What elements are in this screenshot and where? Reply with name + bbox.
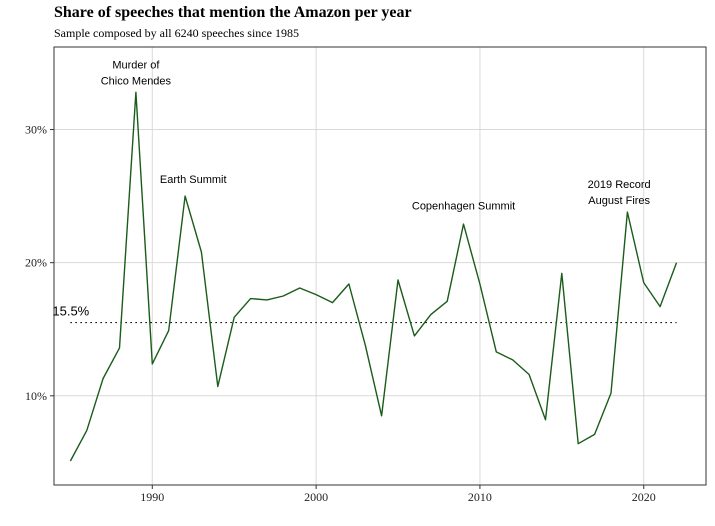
data-point — [380, 415, 382, 417]
data-point — [200, 251, 202, 253]
y-axis: 10% 20% 30% — [25, 123, 54, 403]
data-point — [184, 195, 186, 197]
x-tick-label: 2000 — [304, 490, 328, 504]
data-point — [413, 335, 415, 337]
data-point — [577, 443, 579, 445]
data-point — [544, 419, 546, 421]
y-tick-label: 30% — [25, 123, 47, 137]
data-point — [299, 287, 301, 289]
y-tick-label: 20% — [25, 256, 47, 270]
data-point — [397, 279, 399, 281]
data-point — [249, 297, 251, 299]
average-label: 15.5% — [52, 304, 89, 319]
data-point — [675, 261, 677, 263]
data-point — [315, 293, 317, 295]
data-point — [593, 433, 595, 435]
data-point — [495, 351, 497, 353]
data-point — [135, 91, 137, 93]
x-tick-label: 2010 — [468, 490, 492, 504]
data-point — [479, 283, 481, 285]
series-line — [69, 91, 678, 462]
plot-panel — [53, 46, 707, 486]
data-points — [69, 91, 678, 462]
chart-title: Share of speeches that mention the Amazo… — [54, 4, 412, 21]
data-point — [659, 305, 661, 307]
data-point — [462, 223, 464, 225]
annotation-label: 2019 Record August Fires — [588, 179, 651, 207]
data-point — [167, 329, 169, 331]
data-point — [69, 460, 71, 462]
y-tick-label: 10% — [25, 389, 47, 403]
annotation-label: Earth Summit — [160, 174, 227, 186]
annotations: Murder of Chico Mendes Earth Summit Copenha… — [101, 59, 651, 212]
annotation-label: Copenhagen Summit — [412, 200, 515, 212]
data-point — [151, 363, 153, 365]
data-point — [233, 316, 235, 318]
x-tick-label: 1990 — [140, 490, 164, 504]
data-point — [266, 299, 268, 301]
x-axis: 1990 2000 2010 2020 — [140, 485, 656, 504]
grid-lines — [54, 47, 706, 485]
annotation-label: Murder of Chico Mendes — [101, 59, 172, 87]
data-point — [282, 295, 284, 297]
data-point — [102, 377, 104, 379]
data-point — [610, 392, 612, 394]
data-point — [364, 344, 366, 346]
data-point — [430, 313, 432, 315]
data-point — [217, 385, 219, 387]
data-point — [561, 272, 563, 274]
data-point — [446, 300, 448, 302]
data-point — [331, 301, 333, 303]
data-point — [118, 347, 120, 349]
data-point — [643, 281, 645, 283]
data-point — [528, 373, 530, 375]
x-tick-label: 2020 — [632, 490, 656, 504]
data-point — [511, 359, 513, 361]
chart-subtitle: Sample composed by all 6240 speeches sin… — [54, 26, 299, 40]
data-point — [626, 211, 628, 213]
data-point — [348, 283, 350, 285]
data-point — [86, 429, 88, 431]
